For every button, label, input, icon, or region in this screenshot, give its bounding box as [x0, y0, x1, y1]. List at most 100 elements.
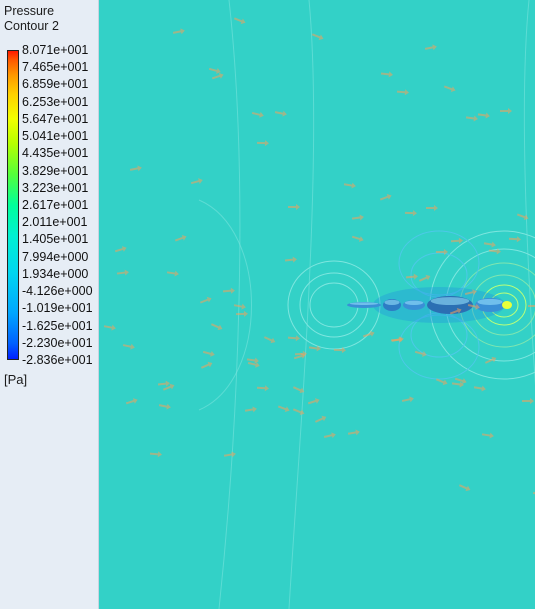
color-scale-tick: 1.405e+001: [22, 233, 88, 246]
flow-marker-icon: [484, 242, 493, 246]
flow-marker-icon: [451, 239, 460, 242]
flow-marker-icon: [285, 259, 294, 262]
flow-marker-icon: [245, 408, 254, 411]
flow-marker-icon: [436, 251, 445, 253]
color-scale-tick: 5.647e+001: [22, 113, 88, 126]
flow-marker-icon: [191, 180, 200, 184]
flow-marker-icon: [211, 324, 220, 329]
color-scale-tick: 4.435e+001: [22, 147, 88, 160]
flow-marker-icon: [200, 299, 209, 304]
flow-marker-icon: [158, 404, 167, 408]
flow-marker-icon: [477, 114, 486, 117]
color-scale-tick: -1.019e+001: [22, 302, 93, 315]
flow-marker-icon: [452, 382, 461, 385]
flow-marker-icon: [236, 312, 245, 314]
color-scale-tick: 2.011e+001: [22, 216, 87, 229]
flow-marker-icon: [157, 383, 166, 386]
flow-marker-icon: [212, 75, 221, 80]
flow-marker-icon: [436, 378, 445, 383]
flow-marker-icon: [380, 195, 389, 200]
color-scale-tick: -2.230e+001: [22, 337, 93, 350]
flow-marker-icon: [103, 325, 112, 329]
flow-marker-icon: [363, 333, 372, 338]
flow-marker-icon: [348, 431, 357, 435]
flow-marker-icon: [391, 338, 400, 341]
flow-marker-icon: [130, 167, 139, 171]
color-scale-bar: [7, 50, 19, 360]
flow-marker-icon: [308, 400, 317, 405]
flow-marker-icon: [224, 453, 233, 456]
cfd-pressure-contour-view: Pressure Contour 2 8.071e+0017.465e+0016…: [0, 0, 535, 609]
flow-marker-icon: [122, 344, 131, 348]
color-scale-tick: 3.829e+001: [22, 164, 88, 177]
flow-marker-icon: [344, 183, 353, 186]
color-scale-tick-labels: 8.071e+0017.465e+0016.859e+0016.253e+001…: [22, 50, 98, 360]
flow-marker-icon: [426, 207, 435, 209]
flow-marker-icon: [275, 111, 284, 115]
flow-marker-icon: [489, 249, 498, 252]
flow-marker-icon: [234, 17, 243, 22]
flow-marker-icon: [252, 112, 261, 116]
flow-marker-icon: [466, 117, 475, 120]
flow-marker-icon: [209, 68, 218, 72]
flow-marker-icon: [175, 237, 184, 242]
flow-marker-icon: [309, 346, 318, 349]
flow-marker-icon: [293, 355, 302, 360]
flow-marker-icon: [405, 275, 414, 278]
flow-marker-icon: [455, 378, 464, 383]
flow-marker-icon: [223, 290, 232, 293]
flow-marker-icon: [450, 310, 459, 315]
flow-marker-icon: [397, 90, 406, 93]
flow-marker-icon: [234, 304, 243, 308]
flow-marker-icon: [126, 400, 135, 405]
flow-marker-icon: [405, 212, 414, 214]
flow-marker-icon: [402, 398, 411, 402]
legend-title: Pressure Contour 2: [4, 4, 59, 34]
flow-marker-icon: [324, 434, 333, 438]
flow-marker-icon: [528, 305, 535, 307]
flow-marker-icon: [468, 304, 477, 308]
flow-marker-icon: [352, 217, 361, 220]
flow-marker-icon: [257, 387, 266, 390]
flow-marker-icon: [509, 238, 518, 241]
flow-marker-icon: [334, 349, 343, 351]
flow-marker-icon: [117, 271, 126, 274]
legend-contour-name: Contour 2: [4, 19, 59, 34]
flow-marker-icon: [201, 364, 210, 369]
color-scale-tick: -4.126e+000: [22, 285, 93, 298]
color-scale-tick: 7.465e+001: [22, 61, 88, 74]
flow-marker-icon: [485, 359, 494, 365]
flow-marker-icon: [295, 353, 304, 356]
color-scale-tick: -1.625e+001: [22, 319, 93, 332]
flow-marker-icon: [163, 385, 172, 390]
color-scale-tick: -2.836e+001: [22, 354, 93, 367]
flow-marker-icon: [425, 46, 434, 50]
contour-plot-area: [99, 0, 535, 609]
flow-marker-icon: [150, 453, 159, 456]
legend-units: [Pa]: [4, 372, 27, 387]
flow-marker-icon: [293, 409, 302, 414]
flow-marker-icon: [517, 213, 526, 218]
color-legend-panel: Pressure Contour 2 8.071e+0017.465e+0016…: [0, 0, 99, 609]
legend-variable-name: Pressure: [4, 4, 59, 19]
flow-marker-icon: [459, 485, 468, 490]
flow-marker-icon: [312, 34, 321, 39]
color-scale-tick: 3.223e+001: [22, 182, 88, 195]
flow-marker-icon: [248, 361, 257, 365]
flow-marker-icon: [381, 72, 390, 75]
color-scale-tick: 1.934e+000: [22, 268, 88, 281]
flow-marker-icon: [352, 235, 361, 240]
flow-marker-icon: [315, 418, 324, 424]
flow-marker-icon: [522, 400, 531, 402]
flow-marker-icon: [203, 351, 212, 355]
flow-marker-icon: [444, 86, 453, 91]
flow-marker-icon: [115, 247, 124, 252]
flow-marker-icon: [482, 433, 491, 436]
flow-marker-icon: [288, 336, 297, 339]
flow-marker-icon: [293, 386, 302, 391]
flow-marker-icon: [173, 30, 182, 34]
color-scale-tick: 6.253e+001: [22, 95, 88, 108]
flow-marker-icon: [419, 276, 428, 281]
color-scale-tick: 5.041e+001: [22, 130, 88, 143]
flow-marker-icon: [474, 386, 483, 389]
